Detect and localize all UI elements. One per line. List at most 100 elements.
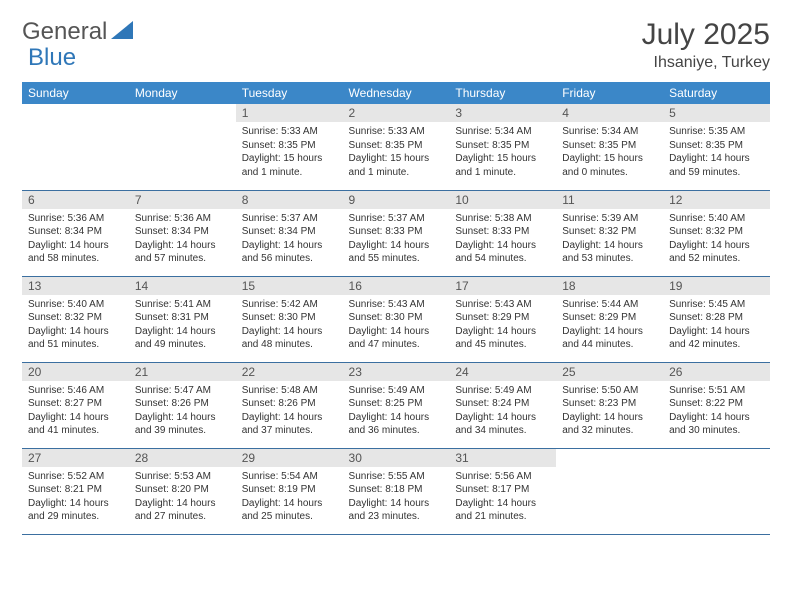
calendar-day: 24Sunrise: 5:49 AMSunset: 8:24 PMDayligh… (449, 362, 556, 448)
daylight-line: Daylight: 14 hours and 57 minutes. (135, 239, 230, 266)
sunrise-line: Sunrise: 5:33 AM (242, 125, 337, 139)
sunset-line: Sunset: 8:21 PM (28, 483, 123, 497)
sunset-line: Sunset: 8:35 PM (242, 139, 337, 153)
sunrise-line: Sunrise: 5:39 AM (562, 212, 657, 226)
brand-triangle-icon (111, 18, 133, 46)
daylight-line: Daylight: 14 hours and 53 minutes. (562, 239, 657, 266)
sunset-line: Sunset: 8:25 PM (349, 397, 444, 411)
day-number: 9 (343, 191, 450, 209)
sunset-line: Sunset: 8:34 PM (28, 225, 123, 239)
daylight-line: Daylight: 14 hours and 32 minutes. (562, 411, 657, 438)
sunrise-line: Sunrise: 5:45 AM (669, 298, 764, 312)
day-number: 21 (129, 363, 236, 381)
sunset-line: Sunset: 8:17 PM (455, 483, 550, 497)
sunset-line: Sunset: 8:27 PM (28, 397, 123, 411)
location-subtitle: Ihsaniye, Turkey (642, 54, 770, 72)
day-details: Sunrise: 5:49 AMSunset: 8:24 PMDaylight:… (449, 381, 556, 442)
calendar-day: 2Sunrise: 5:33 AMSunset: 8:35 PMDaylight… (343, 104, 450, 190)
day-details: Sunrise: 5:55 AMSunset: 8:18 PMDaylight:… (343, 467, 450, 528)
day-number: 24 (449, 363, 556, 381)
day-number: 17 (449, 277, 556, 295)
brand-logo: General (22, 18, 135, 46)
day-details: Sunrise: 5:41 AMSunset: 8:31 PMDaylight:… (129, 295, 236, 356)
calendar-day: 14Sunrise: 5:41 AMSunset: 8:31 PMDayligh… (129, 276, 236, 362)
sunset-line: Sunset: 8:28 PM (669, 311, 764, 325)
day-details: Sunrise: 5:40 AMSunset: 8:32 PMDaylight:… (22, 295, 129, 356)
calendar-day-empty (129, 104, 236, 190)
sunset-line: Sunset: 8:24 PM (455, 397, 550, 411)
sunrise-line: Sunrise: 5:37 AM (242, 212, 337, 226)
sunrise-line: Sunrise: 5:55 AM (349, 470, 444, 484)
sunset-line: Sunset: 8:32 PM (562, 225, 657, 239)
calendar-day: 1Sunrise: 5:33 AMSunset: 8:35 PMDaylight… (236, 104, 343, 190)
sunset-line: Sunset: 8:26 PM (135, 397, 230, 411)
day-number: 10 (449, 191, 556, 209)
sunset-line: Sunset: 8:22 PM (669, 397, 764, 411)
day-details: Sunrise: 5:49 AMSunset: 8:25 PMDaylight:… (343, 381, 450, 442)
daylight-line: Daylight: 14 hours and 25 minutes. (242, 497, 337, 524)
day-details: Sunrise: 5:54 AMSunset: 8:19 PMDaylight:… (236, 467, 343, 528)
sunrise-line: Sunrise: 5:54 AM (242, 470, 337, 484)
brand-part1: General (22, 18, 107, 46)
sunrise-line: Sunrise: 5:56 AM (455, 470, 550, 484)
day-number: 2 (343, 104, 450, 122)
daylight-line: Daylight: 14 hours and 51 minutes. (28, 325, 123, 352)
sunrise-line: Sunrise: 5:37 AM (349, 212, 444, 226)
calendar-body: 1Sunrise: 5:33 AMSunset: 8:35 PMDaylight… (22, 104, 770, 534)
day-number: 1 (236, 104, 343, 122)
weekday-header: Thursday (449, 82, 556, 104)
sunset-line: Sunset: 8:29 PM (562, 311, 657, 325)
daylight-line: Daylight: 14 hours and 49 minutes. (135, 325, 230, 352)
day-details: Sunrise: 5:34 AMSunset: 8:35 PMDaylight:… (556, 122, 663, 183)
sunset-line: Sunset: 8:31 PM (135, 311, 230, 325)
calendar-week: 1Sunrise: 5:33 AMSunset: 8:35 PMDaylight… (22, 104, 770, 190)
weekday-header: Sunday (22, 82, 129, 104)
day-details: Sunrise: 5:53 AMSunset: 8:20 PMDaylight:… (129, 467, 236, 528)
day-number: 22 (236, 363, 343, 381)
calendar-day: 8Sunrise: 5:37 AMSunset: 8:34 PMDaylight… (236, 190, 343, 276)
daylight-line: Daylight: 14 hours and 21 minutes. (455, 497, 550, 524)
sunrise-line: Sunrise: 5:43 AM (349, 298, 444, 312)
day-details: Sunrise: 5:34 AMSunset: 8:35 PMDaylight:… (449, 122, 556, 183)
daylight-line: Daylight: 14 hours and 47 minutes. (349, 325, 444, 352)
page-header: General July 2025 Ihsaniye, Turkey (22, 18, 770, 72)
day-number: 26 (663, 363, 770, 381)
sunset-line: Sunset: 8:29 PM (455, 311, 550, 325)
calendar-day-empty (22, 104, 129, 190)
day-number: 5 (663, 104, 770, 122)
day-details: Sunrise: 5:35 AMSunset: 8:35 PMDaylight:… (663, 122, 770, 183)
sunrise-line: Sunrise: 5:44 AM (562, 298, 657, 312)
sunset-line: Sunset: 8:32 PM (669, 225, 764, 239)
daylight-line: Daylight: 14 hours and 34 minutes. (455, 411, 550, 438)
day-number: 27 (22, 449, 129, 467)
calendar-day: 15Sunrise: 5:42 AMSunset: 8:30 PMDayligh… (236, 276, 343, 362)
sunrise-line: Sunrise: 5:38 AM (455, 212, 550, 226)
calendar-day: 22Sunrise: 5:48 AMSunset: 8:26 PMDayligh… (236, 362, 343, 448)
sunrise-line: Sunrise: 5:43 AM (455, 298, 550, 312)
sunset-line: Sunset: 8:35 PM (455, 139, 550, 153)
daylight-line: Daylight: 14 hours and 27 minutes. (135, 497, 230, 524)
calendar-day: 5Sunrise: 5:35 AMSunset: 8:35 PMDaylight… (663, 104, 770, 190)
brand-part2: Blue (28, 44, 76, 72)
day-details: Sunrise: 5:36 AMSunset: 8:34 PMDaylight:… (22, 209, 129, 270)
calendar-day: 20Sunrise: 5:46 AMSunset: 8:27 PMDayligh… (22, 362, 129, 448)
day-number: 16 (343, 277, 450, 295)
day-number: 3 (449, 104, 556, 122)
day-number: 19 (663, 277, 770, 295)
calendar-day-empty (663, 448, 770, 534)
day-number: 8 (236, 191, 343, 209)
day-details: Sunrise: 5:46 AMSunset: 8:27 PMDaylight:… (22, 381, 129, 442)
sunset-line: Sunset: 8:35 PM (669, 139, 764, 153)
sunrise-line: Sunrise: 5:51 AM (669, 384, 764, 398)
day-number: 20 (22, 363, 129, 381)
calendar-week: 6Sunrise: 5:36 AMSunset: 8:34 PMDaylight… (22, 190, 770, 276)
title-block: July 2025 Ihsaniye, Turkey (642, 18, 770, 72)
day-number: 25 (556, 363, 663, 381)
sunrise-line: Sunrise: 5:35 AM (669, 125, 764, 139)
sunset-line: Sunset: 8:34 PM (242, 225, 337, 239)
calendar-day: 21Sunrise: 5:47 AMSunset: 8:26 PMDayligh… (129, 362, 236, 448)
day-details: Sunrise: 5:48 AMSunset: 8:26 PMDaylight:… (236, 381, 343, 442)
sunrise-line: Sunrise: 5:48 AM (242, 384, 337, 398)
day-details: Sunrise: 5:44 AMSunset: 8:29 PMDaylight:… (556, 295, 663, 356)
day-number: 14 (129, 277, 236, 295)
